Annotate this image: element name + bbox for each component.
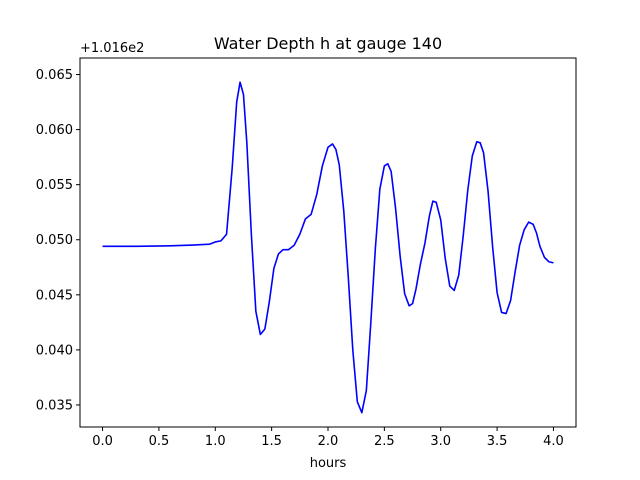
x-tick-label: 0.5	[149, 434, 170, 449]
x-tick-label: 2.0	[318, 434, 339, 449]
x-tick-label: 0.0	[92, 434, 113, 449]
y-tick-label: 0.065	[36, 68, 73, 83]
x-tick-label: 4.0	[543, 434, 564, 449]
plot-area: 0.0 0.5 1.0 1.5 2.0 2.5 3.0 3.5 4.0 0.035 0.040 0.0…	[36, 57, 577, 449]
series-line-0	[102, 81, 554, 414]
y-offset-label: +1.016e2	[80, 41, 144, 56]
x-axis-label: hours	[310, 456, 347, 471]
chart-title: Water Depth h at gauge 140	[214, 34, 442, 53]
y-tick-label: 0.045	[36, 288, 73, 303]
y-tick-label: 0.050	[36, 233, 73, 248]
y-tick-label: 0.055	[36, 178, 73, 193]
x-tick-label: 1.5	[261, 434, 282, 449]
x-tick-label: 3.5	[487, 434, 508, 449]
y-tick-label: 0.060	[36, 123, 73, 138]
x-tick-label: 1.0	[205, 434, 226, 449]
y-tick-label: 0.035	[36, 398, 73, 413]
x-tick-label: 3.0	[430, 434, 451, 449]
x-tick-label: 2.5	[374, 434, 395, 449]
y-tick-label: 0.040	[36, 343, 73, 358]
